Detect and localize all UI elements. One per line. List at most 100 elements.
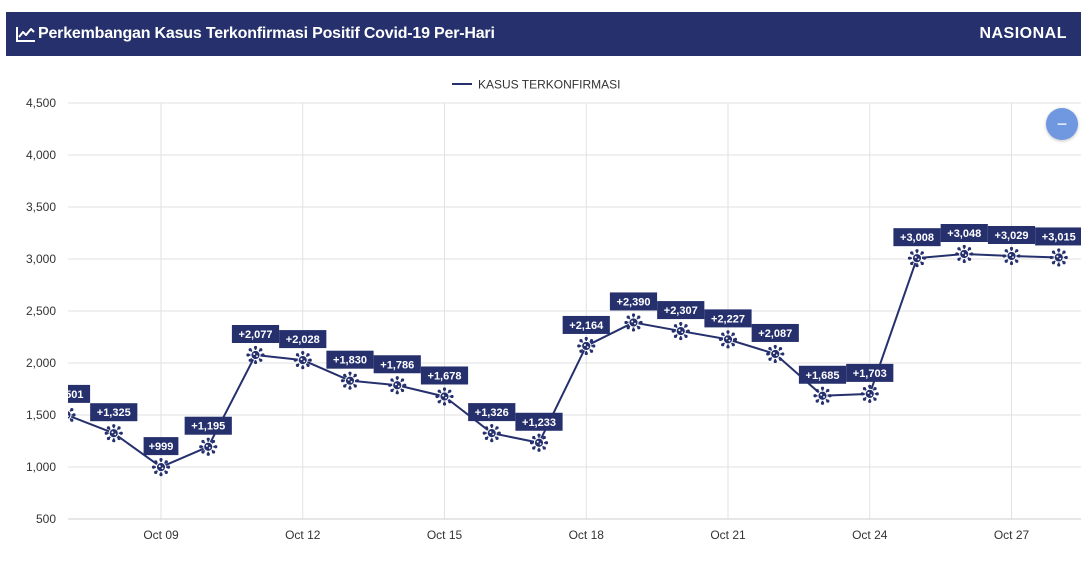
virus-spike-tip	[308, 358, 312, 362]
data-label-box	[468, 403, 516, 422]
data-label-text: +2,164	[569, 320, 604, 332]
data-label: +1,195	[184, 416, 232, 435]
virus-spike-tip	[206, 437, 210, 441]
virus-spike-tip	[915, 264, 919, 268]
data-label: +2,390	[609, 292, 658, 311]
virus-spike-tip	[484, 426, 489, 430]
virus-dot	[445, 396, 447, 399]
virus-icon	[482, 423, 501, 443]
data-label-box	[940, 224, 988, 243]
y-tick-label: 2,000	[26, 356, 56, 370]
virus-spike-tip	[395, 391, 399, 395]
virus-spike-tip	[112, 424, 116, 428]
virus-spike-tip	[340, 379, 345, 383]
data-label-text: +1,703	[853, 368, 887, 380]
virus-spike-tip	[261, 353, 265, 357]
virus-core	[722, 334, 734, 345]
virus-spike-tip	[259, 358, 263, 362]
virus-spike-tip	[915, 249, 919, 253]
virus-spike-tip	[490, 438, 494, 443]
virus-spike-tip	[532, 446, 536, 450]
data-label-box	[373, 355, 421, 374]
virus-dot	[1059, 257, 1062, 260]
virus-spike-tip	[584, 351, 588, 356]
x-tick-label: Oct 09	[143, 528, 179, 542]
virus-spike-tip	[631, 313, 636, 317]
scope-label[interactable]: NASIONAL	[979, 25, 1067, 42]
virus-dot	[772, 351, 775, 354]
virus-spike-tip	[639, 320, 643, 325]
series-line	[68, 253, 1059, 469]
data-label: +1,678	[420, 366, 469, 385]
data-label-text: +2,227	[711, 313, 745, 325]
data-label-box	[184, 416, 232, 435]
data-label: +1,830	[326, 350, 374, 369]
collapse-button[interactable]: −	[1046, 108, 1078, 140]
virus-spike-tip	[495, 426, 499, 430]
virus-core	[297, 354, 308, 366]
y-tick-label: 1,500	[26, 408, 56, 422]
virus-dot	[775, 354, 778, 357]
virus-spike-tip	[731, 332, 735, 336]
virus-spike-tip	[437, 400, 441, 404]
virus-spike-tip	[117, 436, 121, 441]
virus-spike-tip	[495, 436, 499, 440]
virus-spike-tip	[671, 329, 675, 333]
y-tick-label: 4,500	[26, 96, 56, 110]
data-label-text: +2,028	[286, 334, 320, 346]
plot-area: +1,501 +1,325 +999 +1,195 +2,077 +2,028 +1,830…	[50, 224, 1081, 477]
virus-icon	[104, 424, 123, 443]
virus-spike-tip	[579, 339, 583, 343]
legend-label: KASUS TERKONFIRMASI	[478, 78, 620, 92]
virus-spike-tip	[293, 358, 297, 362]
x-tick-label: Oct 12	[285, 528, 321, 542]
virus-spike-tip	[955, 252, 959, 256]
virus-dot	[870, 394, 873, 396]
virus-spike-tip	[154, 470, 158, 475]
virus-dot	[631, 320, 634, 323]
virus-spike-tip	[721, 343, 725, 347]
data-label-text: +1,326	[475, 407, 509, 419]
virus-spike-tip	[400, 378, 405, 382]
virus-spike-tip	[72, 413, 76, 417]
data-label-text: +1,501	[50, 389, 84, 401]
virus-spike-tip	[490, 423, 494, 428]
virus-icon	[766, 344, 785, 364]
data-label-box	[704, 309, 752, 328]
virus-core	[581, 340, 592, 352]
virus-spike-tip	[860, 392, 864, 396]
virus-spike-tip	[259, 348, 263, 352]
virus-spike-tip	[731, 343, 735, 347]
virus-core	[1053, 252, 1064, 263]
virus-spike-tip	[766, 352, 770, 356]
data-label-text: +3,015	[1042, 231, 1076, 243]
virus-spike-tip	[301, 365, 305, 370]
virus-dot	[300, 358, 303, 361]
virus-spike-tip	[828, 394, 832, 398]
data-label-text: +3,029	[995, 230, 1029, 242]
virus-spike	[61, 410, 66, 415]
virus-spike-tip	[448, 400, 452, 404]
virus-spike-tip	[631, 328, 636, 332]
data-label: +3,029	[987, 225, 1036, 244]
virus-dot	[347, 378, 350, 381]
virus-spike-tip	[679, 336, 683, 341]
data-label-box	[1035, 227, 1081, 246]
virus-dot	[583, 343, 586, 346]
virus-icon	[246, 345, 265, 365]
virus-dot	[114, 433, 117, 436]
virus-spike-tip	[637, 326, 641, 330]
data-label-text: +2,390	[617, 296, 651, 308]
virus-dot	[961, 252, 964, 255]
virus-spike-tip	[390, 388, 394, 393]
virus-icon	[671, 321, 690, 341]
virus-spike-tip	[686, 329, 690, 333]
virus-spike-tip	[873, 397, 877, 401]
data-label-text: +1,830	[333, 355, 367, 367]
y-tick-label: 500	[36, 512, 56, 526]
virus-spike-tip	[542, 446, 546, 450]
virus-spike-tip	[1057, 248, 1061, 252]
virus-core	[1006, 250, 1017, 262]
virus-dot	[634, 322, 636, 325]
virus-spike-tip	[400, 388, 405, 393]
